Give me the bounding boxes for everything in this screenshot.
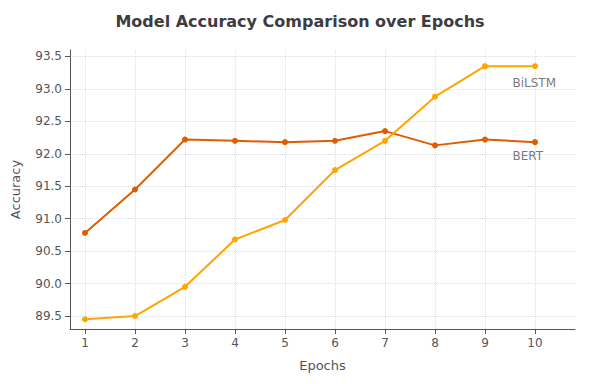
- svg-text:BiLSTM: BiLSTM: [513, 76, 557, 90]
- svg-text:90.0: 90.0: [35, 277, 62, 291]
- svg-text:Accuracy: Accuracy: [8, 160, 23, 220]
- svg-text:93.5: 93.5: [35, 49, 62, 63]
- svg-text:92.0: 92.0: [35, 147, 62, 161]
- svg-text:91.5: 91.5: [35, 179, 62, 193]
- svg-text:2: 2: [131, 336, 139, 350]
- svg-text:92.5: 92.5: [35, 114, 62, 128]
- svg-text:Epochs: Epochs: [299, 358, 346, 373]
- svg-text:BERT: BERT: [513, 149, 544, 163]
- svg-text:89.5: 89.5: [35, 309, 62, 323]
- svg-text:4: 4: [231, 336, 239, 350]
- svg-text:7: 7: [381, 336, 389, 350]
- svg-text:1: 1: [81, 336, 89, 350]
- svg-text:5: 5: [281, 336, 289, 350]
- svg-text:Model Accuracy Comparison over: Model Accuracy Comparison over Epochs: [115, 12, 484, 31]
- svg-text:6: 6: [331, 336, 339, 350]
- svg-text:10: 10: [527, 336, 542, 350]
- svg-text:3: 3: [181, 336, 189, 350]
- svg-text:9: 9: [481, 336, 489, 350]
- svg-text:91.0: 91.0: [35, 212, 62, 226]
- svg-text:93.0: 93.0: [35, 82, 62, 96]
- svg-text:8: 8: [431, 336, 439, 350]
- svg-text:90.5: 90.5: [35, 244, 62, 258]
